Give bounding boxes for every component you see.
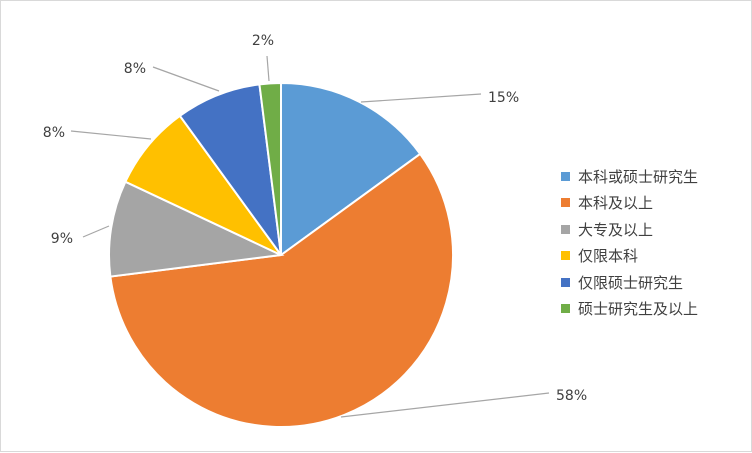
- legend-label: 硕士研究生及以上: [578, 300, 699, 319]
- data-label: 2%: [252, 33, 274, 49]
- legend-item: 本科及以上: [561, 190, 746, 217]
- pie-slice: [280, 81, 422, 257]
- legend-swatch: [561, 251, 570, 261]
- pie-slice: [258, 81, 282, 256]
- legend-item: 仅限硕士研究生: [561, 269, 746, 296]
- legend-label: 本科或硕士研究生: [578, 167, 699, 186]
- legend-label: 仅限本科: [578, 247, 639, 266]
- leader-line: [82, 225, 110, 238]
- leader-line: [340, 392, 550, 418]
- legend-label: 本科及以上: [578, 194, 654, 213]
- pie-slice: [108, 180, 285, 278]
- pie-slices: [108, 81, 455, 429]
- legend-item: 硕士研究生及以上: [561, 296, 746, 323]
- legend-swatch: [561, 224, 570, 234]
- data-label: 58%: [556, 388, 587, 404]
- legend-swatch: [561, 198, 570, 208]
- data-label: 15%: [488, 90, 519, 106]
- legend-item: 大专及以上: [561, 216, 746, 243]
- legend-label: 大专及以上: [578, 220, 654, 239]
- leader-line: [360, 93, 482, 103]
- data-label: 9%: [51, 231, 73, 247]
- legend-item: 本科或硕士研究生: [561, 163, 746, 190]
- legend: 本科或硕士研究生 本科及以上大专及以上仅限本科仅限硕士研究生 硕士研究生及以上: [561, 163, 746, 322]
- legend-item: 仅限本科: [561, 243, 746, 270]
- legend-label: 仅限硕士研究生: [578, 273, 684, 292]
- legend-swatch: [561, 277, 570, 287]
- legend-swatch: [561, 171, 570, 181]
- legend-swatch: [561, 304, 570, 314]
- data-labels: 15% 58% 9% 8% 8% 2%: [43, 33, 587, 404]
- data-label: 8%: [43, 125, 65, 141]
- pie-slice: [109, 152, 455, 429]
- leader-lines: [70, 55, 550, 418]
- leader-line: [70, 130, 152, 140]
- leader-line: [266, 55, 270, 82]
- data-label: 8%: [124, 61, 146, 77]
- leader-line: [152, 66, 220, 92]
